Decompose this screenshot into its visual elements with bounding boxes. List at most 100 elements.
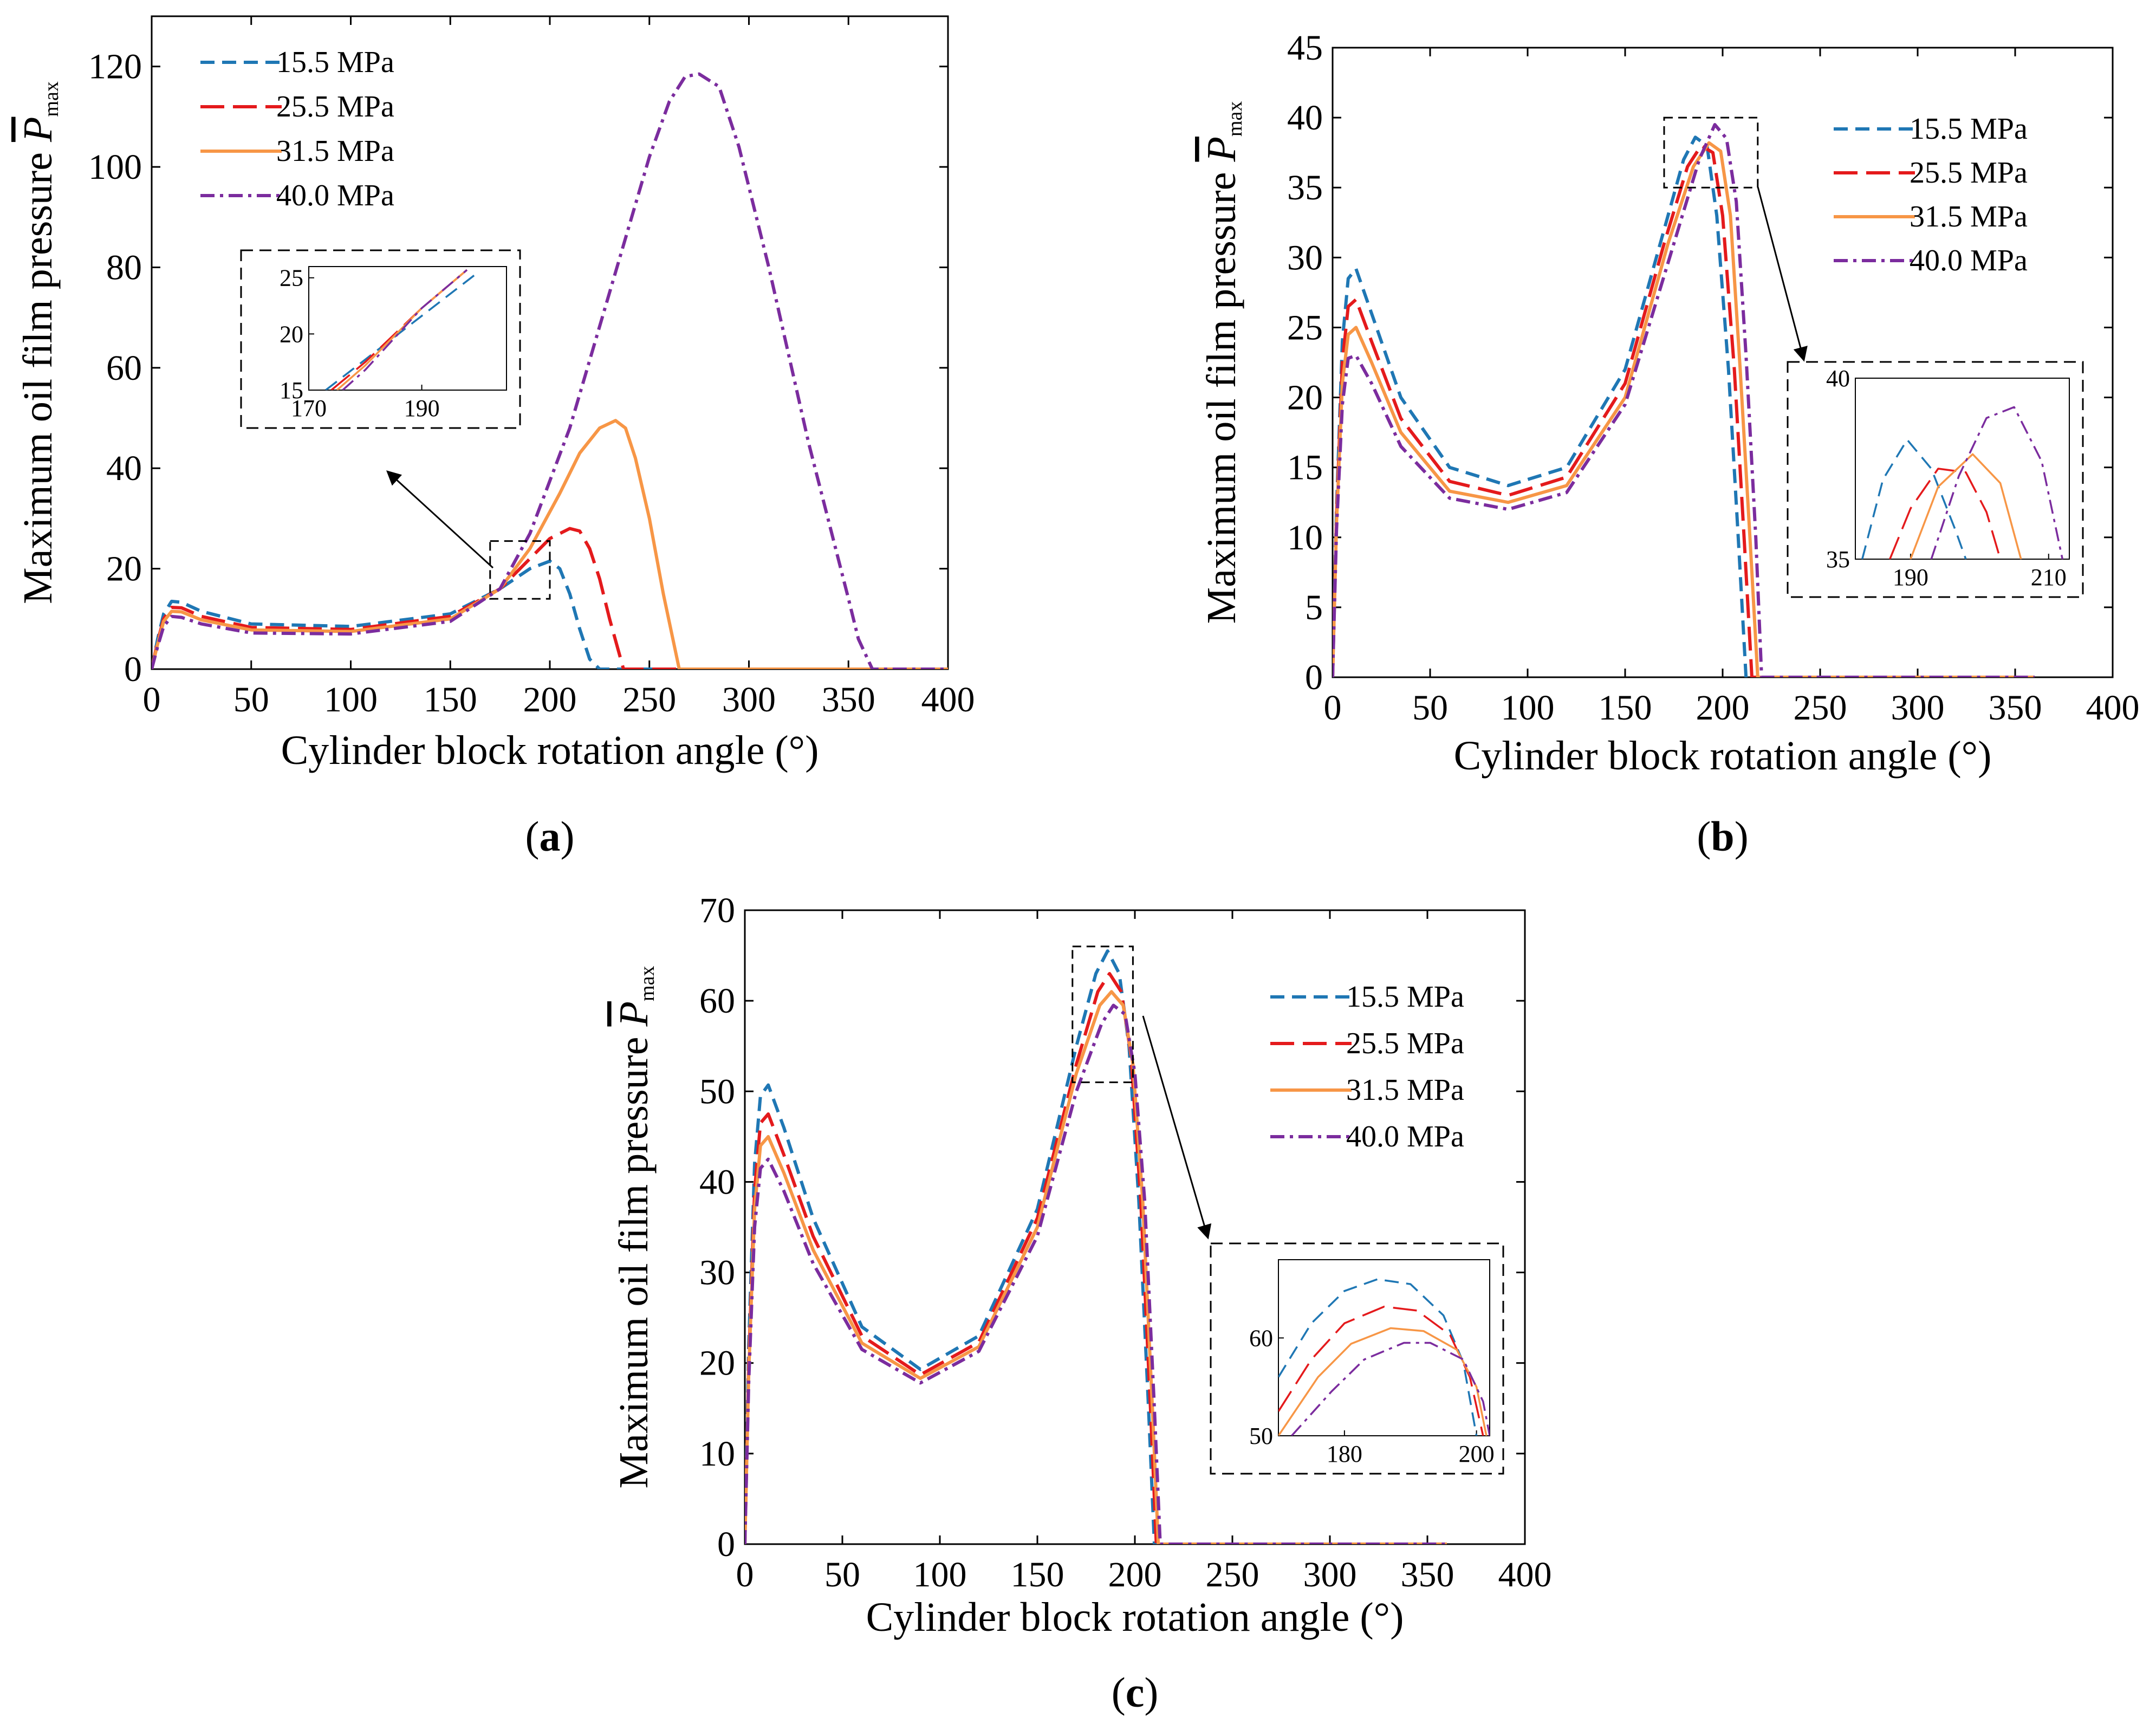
x-tick-label-c-3: 150: [1011, 1555, 1064, 1595]
inset-a: 170 190 15 20 25: [240, 249, 521, 429]
y-tick-label-c-5: 50: [699, 1072, 735, 1111]
inset-y-tick-label-a-0: 15: [280, 377, 303, 404]
panel-b: 0 50 100 150 200 250 300 350 400 0 5 10 15 20 25 30 35 40…: [1199, 28, 2140, 860]
x-tick-label-b-0: 0: [1324, 688, 1342, 728]
inset-a-series-line-3: [342, 269, 468, 390]
legend-label-a-1: 25.5 MPa: [276, 90, 394, 124]
zoom-region-b: [1663, 116, 1759, 189]
y-axis-subscript-b: max: [1224, 101, 1246, 137]
inset-x-tick-label-c-0: 180: [1327, 1441, 1362, 1467]
x-tick-label-c-6: 300: [1303, 1555, 1357, 1595]
legend-label-b-2: 31.5 MPa: [1910, 200, 2028, 234]
x-axis-title-c: Cylinder block rotation angle (°): [866, 1595, 1404, 1640]
inset-x-tick-label-b-1: 210: [2031, 564, 2067, 591]
legend-label-c-2: 31.5 MPa: [1346, 1073, 1464, 1107]
legend-label-c-3: 40.0 MPa: [1346, 1120, 1464, 1153]
y-axis-title-text-a: Maximum oil film pressure: [15, 142, 61, 604]
inset-x-tick-label-b-0: 190: [1893, 564, 1928, 591]
inset-axes-c: [1278, 1259, 1490, 1436]
y-axis-symbol-b: P: [1199, 137, 1244, 162]
panel-a-series-line-2: [152, 419, 948, 669]
y-axis-title-text-c: Maximum oil film pressure: [611, 1027, 657, 1489]
y-axis-title-b: Maximum oil film pressure Pmax: [1199, 101, 1246, 624]
x-tick-label-a-8: 400: [921, 680, 975, 720]
x-tick-label-c-5: 250: [1206, 1555, 1259, 1595]
x-tick-label-a-2: 100: [324, 680, 378, 720]
inset-axes-b: [1855, 378, 2070, 560]
x-tick-label-b-2: 100: [1501, 688, 1555, 728]
y-tick-label-b-7: 35: [1287, 168, 1323, 208]
panel-b-series-line-0: [1333, 135, 2035, 677]
legend-label-b-0: 15.5 MPa: [1910, 112, 2028, 146]
panel-label-b: (b): [1697, 813, 1748, 860]
panel-a-series-line-3: [152, 72, 948, 669]
y-tick-label-b-6: 30: [1287, 238, 1323, 277]
y-tick-label-b-1: 5: [1305, 588, 1323, 627]
legend-a: 15.5 MPa 25.5 MPa 31.5 MPa 40.0 MPa: [200, 46, 394, 212]
inset-b-series-line-0: [1861, 438, 1967, 559]
inset-y-tick-label-c-0: 50: [1249, 1423, 1273, 1449]
legend-label-b-1: 25.5 MPa: [1910, 156, 2028, 190]
x-tick-label-b-6: 300: [1891, 688, 1945, 728]
inset-x-tick-label-c-1: 200: [1459, 1441, 1495, 1467]
y-tick-label-a-4: 80: [106, 248, 142, 287]
y-tick-label-a-1: 20: [106, 549, 142, 589]
inset-y-tick-label-b-1: 40: [1826, 365, 1850, 392]
panel-c-series-line-0: [745, 949, 1447, 1544]
panel-b-series-line-1: [1333, 144, 2035, 677]
legend-label-b-3: 40.0 MPa: [1910, 244, 2028, 277]
zoom-region-c: [1071, 945, 1134, 1084]
panel-a: 0 50 100 150 200 250 300 350 400 0 20 40 60 80 100 120 C…: [15, 15, 975, 860]
y-axis-title-text-b: Maximum oil film pressure: [1199, 162, 1244, 624]
y-tick-label-c-4: 40: [699, 1162, 735, 1202]
y-tick-label-b-0: 0: [1305, 658, 1323, 697]
x-tick-label-b-3: 150: [1599, 688, 1652, 728]
panel-label-a: (a): [525, 813, 575, 860]
y-tick-label-b-2: 10: [1287, 518, 1323, 558]
x-axis-title-b: Cylinder block rotation angle (°): [1454, 733, 1992, 779]
zoom-arrow-b: [1757, 186, 1808, 362]
x-tick-label-b-7: 350: [1989, 688, 2042, 728]
zoom-region-a: [489, 540, 551, 600]
panel-label-c: (c): [1112, 1669, 1159, 1716]
y-tick-label-b-4: 20: [1287, 378, 1323, 418]
y-tick-label-c-7: 70: [699, 891, 735, 930]
x-tick-label-c-1: 50: [824, 1555, 860, 1595]
x-tick-label-a-4: 200: [523, 680, 577, 720]
legend-b: 15.5 MPa 25.5 MPa 31.5 MPa 40.0 MPa: [1834, 112, 2028, 277]
inset-y-tick-label-a-1: 20: [280, 321, 303, 347]
zoom-arrow-a: [386, 470, 494, 569]
x-tick-label-a-6: 300: [722, 680, 776, 720]
legend-c: 15.5 MPa 25.5 MPa 31.5 MPa 40.0 MPa: [1270, 980, 1464, 1153]
y-axis-symbol-a: P: [15, 117, 61, 142]
inset-x-tick-label-a-0: 170: [291, 395, 327, 422]
inset-x-tick-label-a-1: 190: [404, 395, 440, 422]
x-tick-label-b-4: 200: [1696, 688, 1750, 728]
inset-frame-a: [240, 249, 521, 429]
panel-c-series-line-2: [745, 990, 1447, 1544]
panel-c-series-line-1: [745, 972, 1447, 1544]
x-tick-label-a-7: 350: [822, 680, 875, 720]
y-tick-label-c-6: 60: [699, 981, 735, 1021]
x-tick-label-b-1: 50: [1412, 688, 1448, 728]
y-tick-label-c-2: 20: [699, 1344, 735, 1383]
y-tick-label-a-6: 120: [88, 47, 142, 87]
legend-label-c-1: 25.5 MPa: [1346, 1027, 1464, 1060]
x-tick-label-a-1: 50: [233, 680, 269, 720]
x-tick-label-b-8: 400: [2086, 688, 2140, 728]
panel-b-series-line-3: [1333, 123, 2035, 677]
legend-label-c-0: 15.5 MPa: [1346, 980, 1464, 1014]
legend-label-a-3: 40.0 MPa: [276, 179, 394, 212]
y-axis-symbol-c: P: [611, 1001, 657, 1027]
y-tick-label-b-9: 45: [1287, 28, 1323, 68]
zoom-arrow-c: [1142, 1015, 1212, 1240]
inset-axes-a: [308, 266, 507, 391]
inset-b: 190 210 35 40: [1787, 361, 2084, 598]
x-tick-label-b-5: 250: [1794, 688, 1847, 728]
x-tick-label-c-4: 200: [1108, 1555, 1162, 1595]
y-tick-label-a-2: 40: [106, 449, 142, 488]
y-tick-label-a-0: 0: [124, 650, 142, 689]
inset-b-series-line-1: [1889, 468, 2002, 559]
y-tick-label-b-5: 25: [1287, 308, 1323, 347]
x-tick-label-c-0: 0: [736, 1555, 754, 1595]
